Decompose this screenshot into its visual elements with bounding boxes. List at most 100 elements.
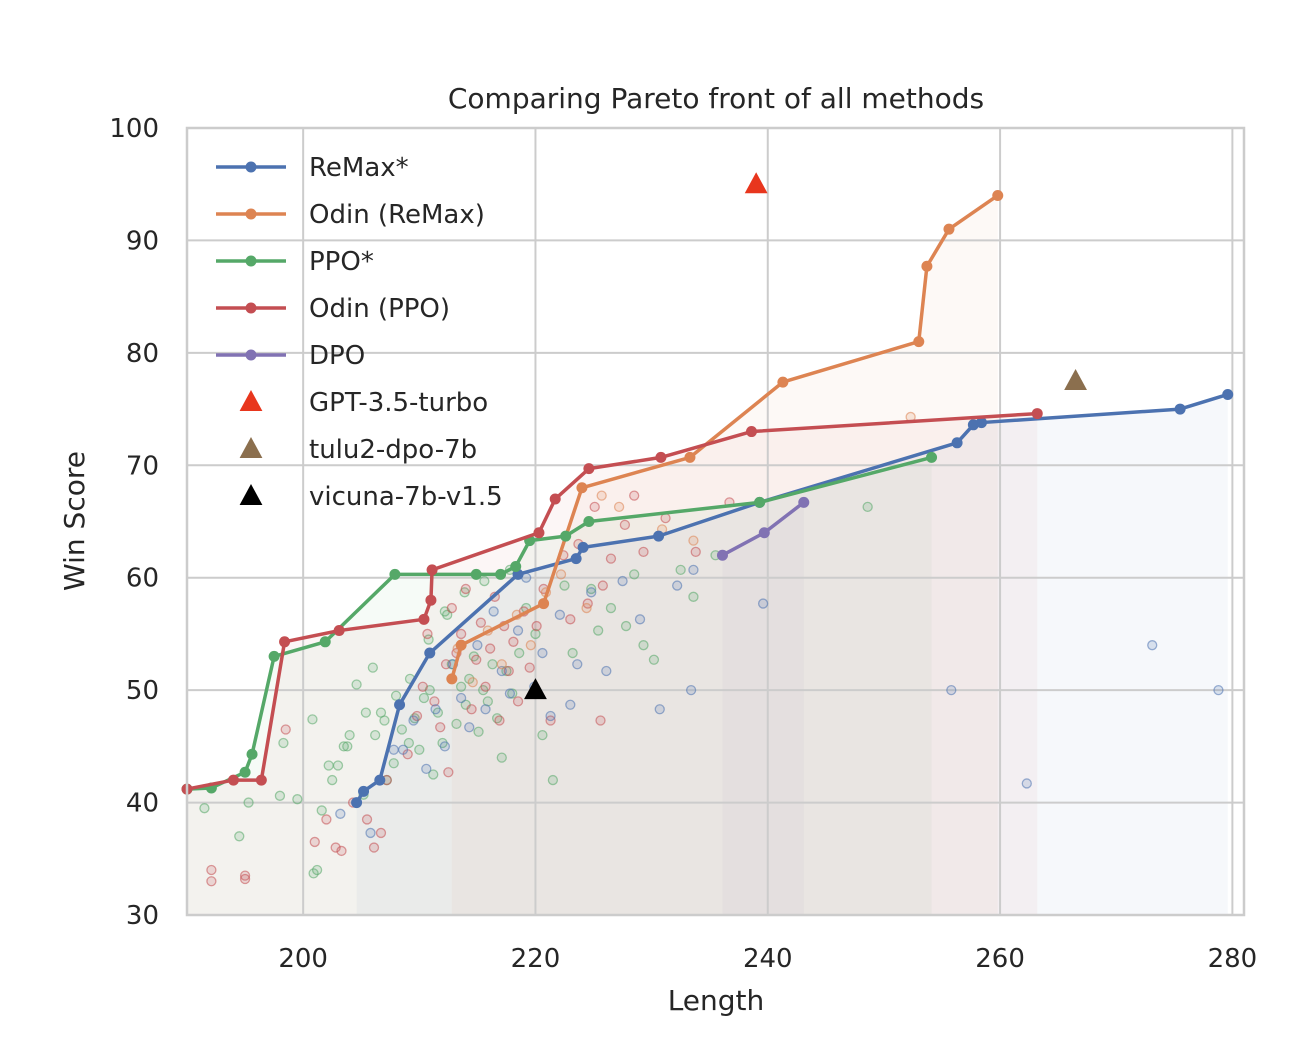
scatter-point xyxy=(430,704,441,715)
x-tick-label: 220 xyxy=(511,944,561,974)
scatter-point xyxy=(565,614,576,625)
scatter-point xyxy=(336,845,347,857)
marker-tulu2-dpo-7b xyxy=(1064,368,1087,390)
x-tick-label: 200 xyxy=(278,944,328,974)
series-point-ppo xyxy=(268,650,280,662)
scatter-point xyxy=(494,715,505,726)
series-point-remax xyxy=(570,553,582,565)
scatter-point xyxy=(327,774,338,786)
scatter-point xyxy=(547,774,559,786)
series-point-odin-remax xyxy=(777,376,789,388)
scatter-point xyxy=(638,546,649,558)
scatter-point xyxy=(496,659,507,670)
scatter-point xyxy=(537,647,548,659)
scatter-point xyxy=(390,690,402,701)
scatter-point xyxy=(473,726,484,737)
scatter-point xyxy=(581,602,592,614)
series-point-remax xyxy=(1174,403,1186,415)
scatter-point xyxy=(368,842,380,853)
x-tick-label: 260 xyxy=(975,944,1025,974)
scatter-point xyxy=(278,737,289,749)
legend-label-odin-ppo: Odin (PPO) xyxy=(309,294,450,324)
legend-label-ppo: PPO* xyxy=(309,247,374,277)
y-tick-label: 100 xyxy=(109,114,159,144)
scatter-point xyxy=(617,575,628,587)
scatter-point xyxy=(446,602,457,614)
y-tick-label: 60 xyxy=(126,564,159,594)
marker-vicuna-7b-v1-5 xyxy=(524,678,547,700)
scatter-point xyxy=(672,580,683,591)
series-point-odin-remax xyxy=(446,673,458,685)
scatter-point xyxy=(330,842,341,853)
y-tick-label: 50 xyxy=(126,676,159,706)
series-point-ppo xyxy=(470,568,482,580)
scatter-point xyxy=(629,490,640,501)
scatter-point xyxy=(593,625,604,636)
scatter-point xyxy=(335,808,346,819)
legend-swatch-point xyxy=(245,255,257,267)
scatter-point xyxy=(388,744,399,755)
y-tick-label: 70 xyxy=(126,451,159,481)
scatter-point xyxy=(525,640,536,651)
scatter-point xyxy=(234,831,245,842)
pareto-lines xyxy=(181,189,1234,809)
legend-swatch-point xyxy=(245,302,257,314)
shade-remax xyxy=(356,394,1228,916)
plot-area xyxy=(187,128,1244,915)
scatter-point xyxy=(572,659,583,670)
scatter-point xyxy=(440,659,452,670)
series-point-ppo xyxy=(319,636,331,648)
scatter-point xyxy=(504,688,516,699)
scatter-point xyxy=(620,620,632,632)
series-point-remax xyxy=(424,647,436,659)
scatter-point xyxy=(613,501,625,513)
y-axis-ticks: 30 40 50 60 70 80 90 100 xyxy=(109,114,159,931)
scatter-point xyxy=(638,640,649,651)
scatter-point xyxy=(396,724,408,735)
scatter-point xyxy=(397,744,409,755)
series-line-odin-ppo xyxy=(186,411,1038,791)
series-point-ppo xyxy=(560,530,572,542)
legend-label-odin-remax: Odin (ReMax) xyxy=(309,200,485,230)
scatter-point xyxy=(480,681,491,692)
series-point-odin-ppo xyxy=(746,426,758,438)
scatter-point xyxy=(559,580,570,591)
scatter-point xyxy=(206,876,217,887)
series-point-odin-remax xyxy=(684,451,696,463)
series-point-remax xyxy=(351,797,363,809)
series-point-remax xyxy=(577,541,589,553)
scatter-point xyxy=(466,704,477,715)
scatter-point xyxy=(487,659,498,670)
series-point-ppo xyxy=(389,568,401,580)
scatter-point xyxy=(496,752,507,763)
y-tick-label: 40 xyxy=(126,789,159,819)
scatter-point xyxy=(512,696,524,707)
scatter-point xyxy=(344,729,355,741)
scatter-point xyxy=(488,606,499,617)
scatter-point xyxy=(862,501,873,513)
scatter-point xyxy=(605,602,617,614)
scatter-point xyxy=(586,583,597,595)
scatter-point xyxy=(455,628,467,640)
series-point-odin-remax xyxy=(913,336,925,348)
y-tick-label: 80 xyxy=(126,339,159,369)
series-point-remax xyxy=(374,774,386,786)
scatter-point xyxy=(629,569,640,580)
x-axis-ticks: 200 220 240 260 280 xyxy=(278,944,1257,974)
scatter-point xyxy=(757,598,769,609)
scatter-point xyxy=(342,741,353,752)
scatter-point xyxy=(199,803,210,814)
scatter-point xyxy=(530,628,541,640)
series-point-odin-ppo xyxy=(533,527,545,539)
scatter-point xyxy=(388,758,399,769)
scatter-point xyxy=(480,704,491,715)
scatter-point xyxy=(360,707,372,718)
scatter-point xyxy=(537,729,548,741)
series-point-dpo xyxy=(758,527,770,539)
scatter-point xyxy=(414,744,425,755)
scatter-point xyxy=(475,617,487,628)
series-point-odin-remax xyxy=(943,223,955,235)
scatter-point xyxy=(307,714,318,725)
